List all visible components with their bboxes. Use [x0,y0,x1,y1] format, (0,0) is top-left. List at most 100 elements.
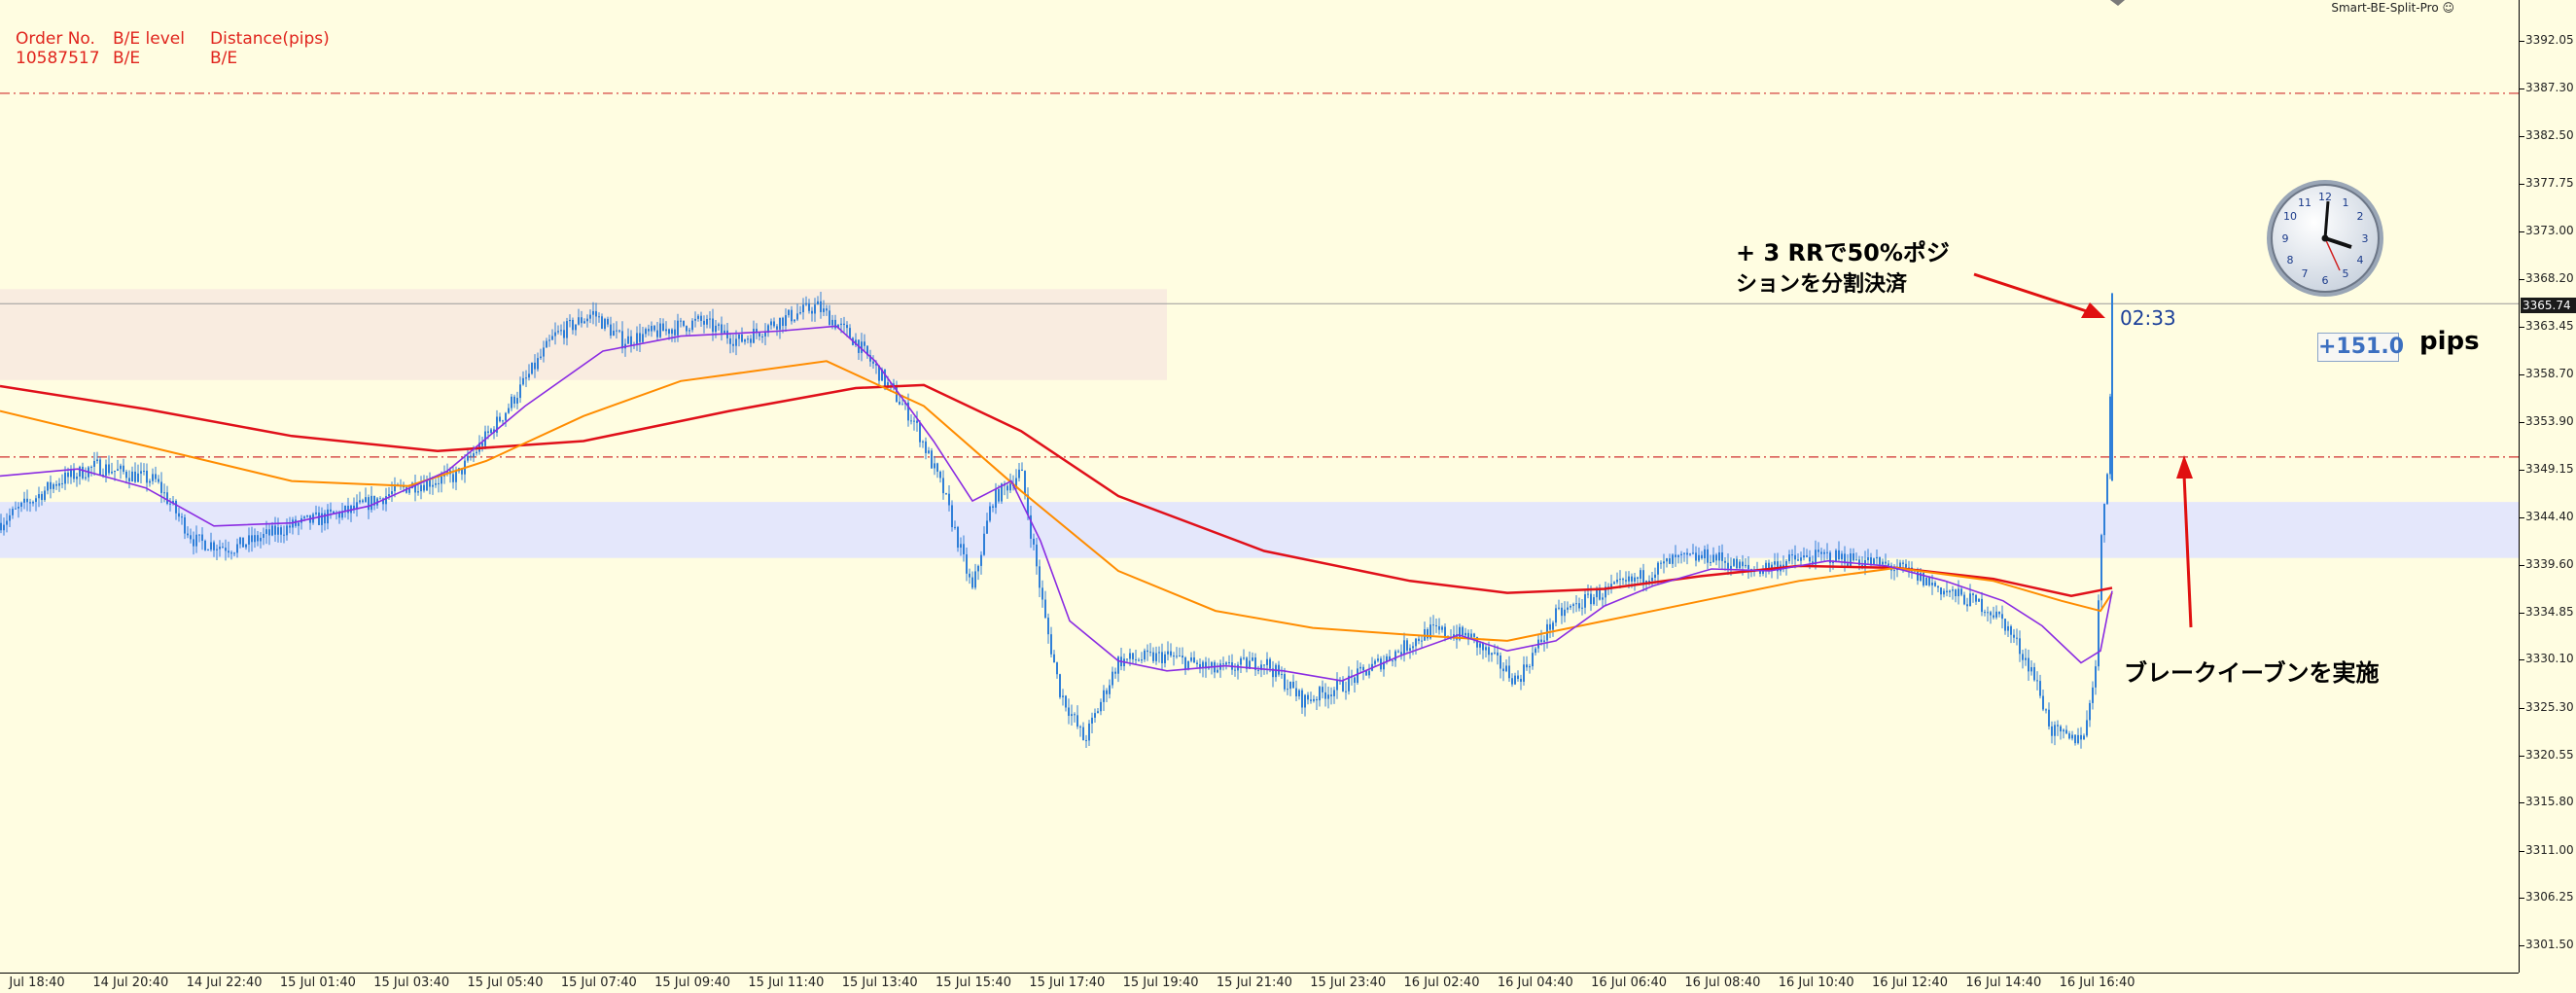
candle [1243,657,1245,659]
candle [1637,577,1639,580]
candle [598,316,600,318]
candle [1015,478,1017,487]
candle [1602,597,1604,600]
candle [1050,634,1052,655]
candle [1348,675,1350,692]
candle [1359,666,1361,669]
candle [1464,632,1466,636]
candle [1085,740,1087,742]
candle [861,341,863,353]
price-tick-mark [2520,136,2524,138]
candle [1724,560,1726,563]
indicator-name-label[interactable]: Smart-BE-Split-Pro ☺ [2331,1,2454,15]
candle [1164,654,1166,663]
candle [922,441,924,443]
candle [1683,552,1685,554]
candle [729,337,731,344]
candle [198,534,200,536]
candle [58,482,60,486]
price-tick-label: 3392.05 [2525,33,2574,47]
candle [1074,714,1076,716]
time-tick-label: 14 Jul 22:40 [186,975,263,990]
candle [1041,587,1043,600]
candle [1088,723,1090,741]
candle [718,324,720,326]
candle [29,502,31,504]
candle [1829,552,1831,563]
candle [546,340,547,348]
candle [2074,734,2076,744]
candle [470,455,472,457]
candle [1876,556,1878,559]
candle [201,534,203,541]
price-chart[interactable] [0,0,2519,973]
candle [32,502,34,504]
candle [2106,474,2108,505]
time-tick-label: 15 Jul 21:40 [1216,975,1292,990]
candle [1990,612,1992,616]
svg-text:1: 1 [2343,196,2349,209]
candle [90,466,92,468]
order-no-header: Order No. [16,29,95,49]
candle [163,492,165,494]
candle [1739,561,1741,569]
candle [1062,695,1064,697]
candle [391,491,393,495]
price-tick-label: 3377.75 [2525,175,2574,190]
candle [1555,608,1557,623]
break-even-annotation: ブレークイーブンを実施 [2124,659,2380,687]
candle [283,534,285,536]
price-axis[interactable]: 3365.74 3392.05 3387.30 3382.50 3377.75 3373… [2519,0,2576,973]
candle [505,412,507,421]
candle [1762,569,1764,574]
candle [586,318,588,322]
candle [1497,652,1499,656]
candle [1535,648,1536,654]
price-tick-mark [2520,850,2524,852]
ma-mid-line [0,360,2113,642]
candle [420,484,422,492]
candle [901,404,903,406]
candle [1885,561,1887,564]
candle [1622,579,1624,581]
candle [1984,612,1986,614]
pips-unit-label: pips [2419,327,2480,356]
candle [1958,588,1959,597]
partial-close-annotation-line2: ションを分割決済 [1736,272,1908,297]
candle [1654,574,1656,578]
candle [1596,589,1598,598]
candle [1955,589,1957,597]
candle [251,535,253,543]
candle [2092,687,2094,703]
candle [461,468,463,475]
candle [1389,656,1391,661]
candle [513,396,515,404]
time-axis[interactable]: Jul 18:40 14 Jul 20:40 14 Jul 22:40 15 Jul … [0,973,2519,993]
candle [2022,654,2024,660]
candle [289,525,291,528]
candle [368,497,370,511]
candle [1689,553,1691,555]
candle [1479,643,1481,648]
candle [1252,657,1253,661]
candle [966,553,968,574]
candle [1529,666,1531,668]
candle [1841,553,1843,560]
candle [1923,572,1924,585]
price-tick-mark [2520,564,2524,566]
candle [715,325,717,333]
candle [1240,657,1242,665]
time-tick-label: 16 Jul 12:40 [1872,975,1948,990]
candle [2086,720,2088,736]
candle [723,330,725,334]
candle [1815,550,1817,565]
candle [1304,694,1306,708]
candle [744,339,746,342]
candle [64,472,66,484]
candle [23,498,25,503]
candle [1394,651,1396,661]
candle [572,319,574,331]
candle [1966,604,1968,607]
chart-area[interactable]: Order No. B/E level Distance(pips) 10587… [0,0,2519,973]
candle [1322,687,1323,692]
